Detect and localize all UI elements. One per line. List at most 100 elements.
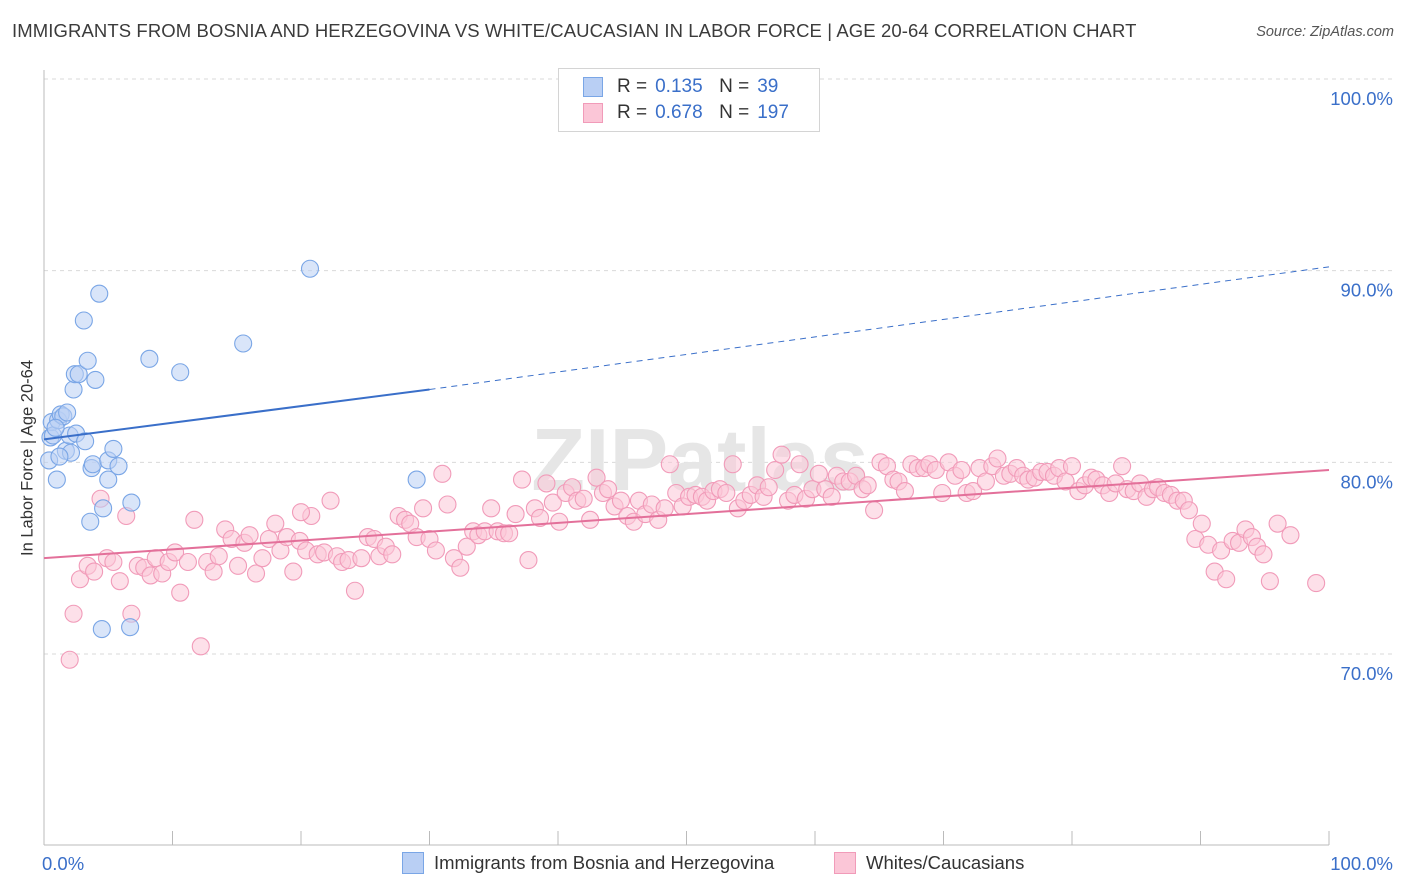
data-point — [99, 470, 118, 489]
legend-n-value: 197 — [757, 102, 789, 123]
data-point — [234, 334, 253, 353]
data-point — [185, 510, 204, 529]
legend-r-value: 0.135 — [655, 76, 703, 97]
data-point — [611, 491, 631, 510]
data-point — [246, 564, 266, 583]
data-point — [104, 439, 123, 458]
data-point — [64, 604, 83, 623]
data-point — [537, 474, 556, 493]
data-point — [1212, 541, 1231, 560]
data-point — [266, 514, 285, 533]
data-point — [178, 552, 197, 572]
data-point — [90, 284, 109, 303]
x-tick-label: 100.0% — [1330, 853, 1393, 874]
tick-labels: 100.0% 90.0% 80.0% 70.0% 0.0% 100.0% — [42, 88, 1393, 874]
data-point — [109, 457, 128, 476]
data-point — [809, 464, 828, 483]
legend-swatch-blue — [402, 852, 424, 874]
data-point — [1113, 457, 1132, 476]
data-point — [85, 562, 104, 581]
data-point — [78, 351, 97, 370]
data-point — [50, 447, 69, 466]
data-point — [284, 562, 303, 581]
data-point — [383, 545, 402, 564]
data-point — [858, 476, 877, 495]
data-point — [457, 537, 476, 556]
chart-title: IMMIGRANTS FROM BOSNIA AND HERZEGOVINA V… — [12, 20, 1137, 41]
data-point — [110, 572, 129, 591]
legend-r-value: 0.678 — [655, 102, 703, 123]
data-point — [790, 455, 809, 474]
data-point — [228, 556, 248, 575]
data-point — [438, 495, 457, 514]
data-point — [191, 637, 210, 656]
data-point — [543, 493, 562, 512]
legend-label-whites: Whites/Caucasians — [866, 852, 1025, 873]
data-point — [60, 650, 79, 669]
legend-item-whites[interactable]: Whites/Caucasians — [834, 852, 1024, 874]
data-point — [240, 526, 259, 545]
data-point — [171, 583, 190, 602]
data-point — [121, 618, 140, 637]
data-point — [506, 505, 525, 524]
data-point — [822, 487, 841, 506]
data-point — [574, 489, 593, 508]
data-point — [81, 512, 100, 531]
legend-n-label: N = — [719, 102, 750, 123]
data-point — [104, 552, 123, 572]
legend-r-label: R = — [617, 76, 648, 97]
data-point — [1281, 526, 1300, 545]
data-point — [46, 418, 65, 437]
data-point — [1056, 472, 1075, 491]
legend-n-value: 39 — [757, 76, 779, 97]
data-point — [766, 460, 785, 480]
data-point — [500, 524, 519, 543]
data-point — [345, 581, 365, 600]
data-point — [1062, 457, 1082, 476]
data-point — [1260, 572, 1279, 591]
data-point — [76, 432, 95, 451]
legend-row-blue: R = 0.135 N = 39 — [583, 75, 779, 99]
data-point — [723, 455, 742, 474]
data-point — [140, 349, 159, 368]
data-point — [70, 570, 90, 589]
y-tick-label: 100.0% — [1330, 88, 1393, 109]
trend-line-blue-extension — [429, 266, 1330, 390]
legend-n-label: N = — [719, 76, 750, 97]
data-point — [895, 482, 915, 501]
data-point — [1254, 545, 1273, 564]
data-point — [482, 499, 501, 518]
data-point — [952, 460, 971, 480]
y-tick-label: 90.0% — [1341, 280, 1393, 301]
data-point — [204, 562, 223, 581]
data-point — [94, 499, 113, 518]
data-point — [1179, 501, 1198, 520]
data-point — [171, 363, 190, 382]
data-point — [717, 483, 736, 503]
series-bosnia-immigrants — [40, 259, 426, 639]
data-point — [69, 365, 88, 384]
data-point — [1217, 570, 1236, 589]
data-point — [512, 470, 532, 489]
legend-row-pink: R = 0.678 N = 197 — [583, 101, 789, 125]
source-label: Source: ZipAtlas.com — [1256, 24, 1394, 40]
data-point — [83, 455, 102, 474]
y-tick-label: 70.0% — [1341, 663, 1393, 684]
data-point — [291, 503, 311, 522]
data-point — [759, 478, 778, 497]
legend-swatch-pink — [583, 103, 603, 123]
data-point — [519, 551, 538, 570]
data-point — [426, 541, 445, 560]
data-point — [772, 445, 791, 464]
data-point — [530, 508, 550, 527]
trend-line-blue — [43, 388, 430, 441]
data-point — [933, 483, 952, 503]
trend-line-pink — [43, 469, 1330, 560]
data-point — [58, 403, 77, 422]
legend-item-bosnia[interactable]: Immigrants from Bosnia and Herzegovina — [402, 852, 774, 874]
data-point — [587, 468, 606, 487]
data-point — [451, 558, 470, 577]
series-whites-caucasians — [60, 445, 1326, 669]
data-point — [407, 470, 426, 489]
data-point — [86, 370, 105, 389]
